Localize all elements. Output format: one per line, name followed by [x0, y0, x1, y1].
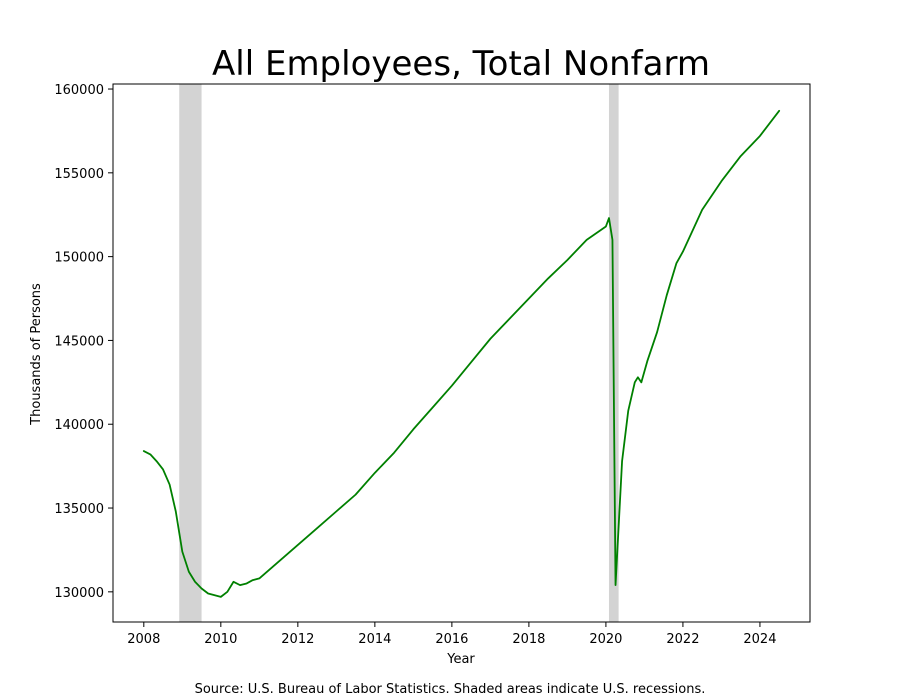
recession-band-1 [179, 84, 202, 622]
plot-area [112, 83, 811, 623]
source-note: Source: U.S. Bureau of Labor Statistics.… [195, 682, 706, 697]
x-tick-label-2010: 2010 [204, 632, 237, 647]
x-axis-label: Year [446, 652, 475, 667]
x-tick-label-2014: 2014 [358, 632, 391, 647]
y-tick-label-160000: 160000 [54, 83, 104, 98]
y-tick-label-150000: 150000 [54, 251, 104, 266]
y-axis-label: Thousands of Persons [29, 283, 44, 426]
plot-frame [112, 83, 811, 623]
x-tick-label-2024: 2024 [743, 632, 776, 647]
x-tick-label-2020: 2020 [589, 632, 622, 647]
y-axis: 130000 135000 140000 145000 150000 155000 1600… [54, 83, 113, 601]
y-tick-label-140000: 140000 [54, 418, 104, 433]
y-tick-label-135000: 135000 [54, 502, 104, 517]
x-tick-label-2018: 2018 [512, 632, 545, 647]
plot-background [113, 84, 810, 622]
x-tick-label-2016: 2016 [435, 632, 468, 647]
x-tick-label-2022: 2022 [666, 632, 699, 647]
x-tick-label-2012: 2012 [281, 632, 314, 647]
x-tick-label-2008: 2008 [127, 632, 160, 647]
y-tick-label-130000: 130000 [54, 586, 104, 601]
y-tick-label-155000: 155000 [54, 167, 104, 182]
y-tick-label-145000: 145000 [54, 334, 104, 349]
x-axis: 2008 2010 2012 2014 2016 2018 2020 2022 2024 [127, 622, 776, 647]
chart-title: All Employees, Total Nonfarm [212, 44, 710, 84]
series-line-total-nonfarm [142, 109, 781, 598]
